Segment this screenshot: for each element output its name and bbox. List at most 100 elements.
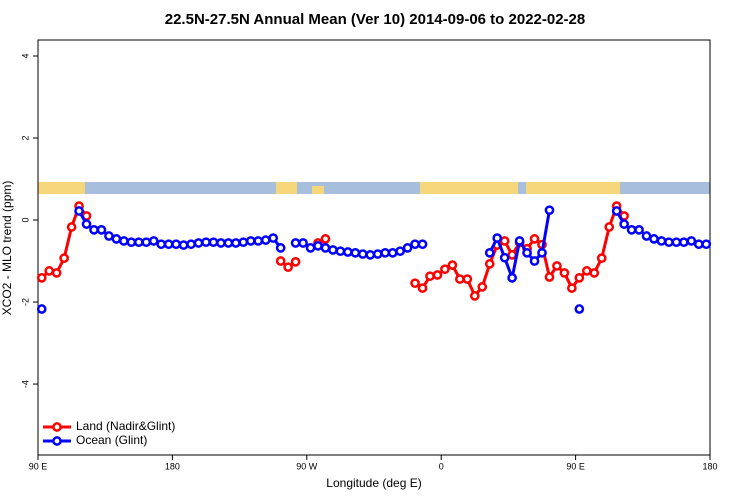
- data-point: [193, 238, 204, 248]
- data-point: [395, 246, 405, 257]
- x-tick-label: 90 E: [29, 461, 48, 471]
- y-tick-label: 2: [20, 136, 30, 141]
- data-point: [298, 238, 308, 248]
- data-point: [484, 247, 495, 258]
- y-tick-label: 0: [20, 218, 30, 223]
- data-point: [410, 239, 420, 250]
- data-point: [574, 272, 585, 283]
- x-tick-label: 90 E: [566, 461, 585, 471]
- data-point: [522, 247, 532, 258]
- data-point: [469, 291, 480, 301]
- data-point: [686, 236, 697, 246]
- data-point: [425, 271, 435, 282]
- land-mask: [38, 182, 710, 194]
- data-point: [544, 272, 555, 282]
- data-point: [537, 247, 547, 258]
- data-point: [402, 243, 413, 253]
- data-point: [36, 304, 47, 314]
- data-point: [253, 236, 264, 246]
- x-tick-label: 0: [439, 461, 444, 471]
- data-point: [350, 247, 361, 258]
- data-point: [320, 234, 331, 244]
- data-point: [238, 237, 249, 248]
- data-point: [89, 225, 99, 235]
- data-point: [649, 234, 659, 244]
- legend: Land (Nadir&Glint)Ocean (Glint): [43, 419, 175, 447]
- data-point: [178, 240, 189, 250]
- data-point: [492, 233, 503, 243]
- data-point: [133, 237, 144, 248]
- data-point: [201, 237, 211, 248]
- x-tick-label: 180: [702, 461, 717, 471]
- data-point: [156, 239, 167, 250]
- legend-marker: [52, 436, 62, 446]
- data-point: [111, 234, 122, 244]
- data-point: [440, 264, 450, 275]
- legend-marker: [52, 422, 62, 432]
- data-point: [51, 268, 62, 278]
- data-point: [410, 278, 420, 289]
- data-point: [275, 243, 286, 253]
- x-tick-label: 90 W: [296, 461, 318, 471]
- data-point: [245, 236, 256, 246]
- y-tick-label: -2: [20, 298, 30, 306]
- data-point: [417, 283, 428, 293]
- legend-label: Land (Nadir&Glint): [76, 419, 175, 433]
- data-point: [417, 239, 428, 250]
- data-point: [641, 231, 652, 241]
- data-point: [693, 239, 704, 250]
- data-point: [171, 239, 181, 250]
- land-strip: [38, 182, 85, 194]
- data-point: [507, 272, 517, 283]
- data-point: [163, 239, 174, 250]
- data-point: [559, 268, 570, 278]
- data-point: [119, 236, 129, 246]
- data-point: [74, 206, 84, 216]
- data-point: [574, 304, 585, 314]
- series: [36, 205, 712, 314]
- data-point: [544, 205, 555, 216]
- land-strip: [312, 186, 324, 194]
- data-point: [36, 272, 47, 283]
- data-point: [141, 237, 152, 248]
- data-point: [581, 266, 592, 276]
- data-point: [611, 206, 622, 216]
- data-point: [328, 245, 338, 255]
- data-point: [507, 250, 517, 260]
- data-point: [529, 234, 540, 244]
- y-tick-label: 4: [20, 53, 30, 58]
- data-point: [365, 250, 376, 260]
- land-strip: [276, 182, 297, 194]
- data-point: [529, 256, 540, 266]
- data-point: [626, 225, 637, 235]
- plot-frame: [37, 39, 711, 456]
- chart-title: 22.5N-27.5N Annual Mean (Ver 10) 2014-09…: [165, 11, 585, 28]
- data-point: [596, 253, 607, 264]
- data-point: [679, 237, 689, 248]
- data-point: [81, 219, 92, 229]
- data-point: [343, 247, 353, 257]
- data-point: [619, 219, 629, 229]
- data-point: [216, 238, 226, 248]
- data-point: [499, 252, 510, 263]
- data-point: [208, 237, 219, 248]
- data-point: [126, 237, 137, 248]
- data-point: [44, 266, 55, 276]
- data-point: [387, 247, 398, 258]
- data-point: [589, 268, 600, 278]
- data-point: [372, 249, 383, 259]
- data-point: [656, 236, 667, 246]
- y-axis-label: XCO2 - MLO trend (ppm): [0, 181, 14, 316]
- data-point: [96, 225, 107, 235]
- data-point: [477, 282, 488, 292]
- data-point: [320, 243, 331, 253]
- data-point: [335, 246, 346, 257]
- data-point: [260, 235, 271, 245]
- data-point: [104, 231, 114, 241]
- data-point: [432, 270, 443, 280]
- data-point: [357, 249, 368, 259]
- x-axis-label: Longitude (deg E): [326, 476, 421, 490]
- data-point: [664, 237, 674, 248]
- data-point: [313, 241, 323, 251]
